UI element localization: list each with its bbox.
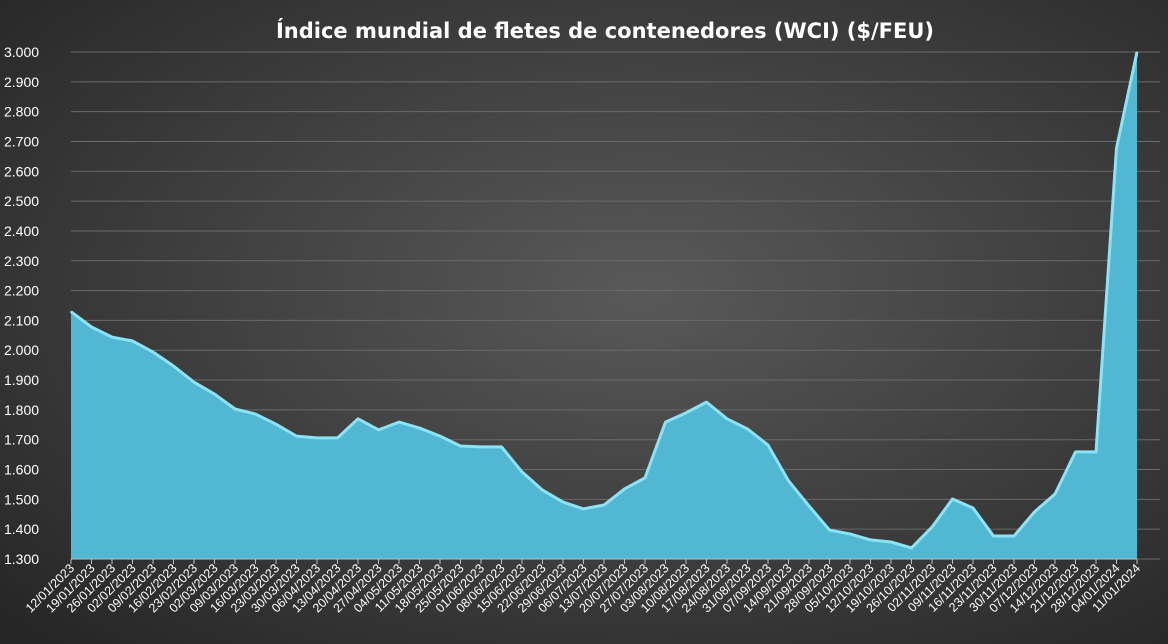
- data-point: [172, 365, 175, 367]
- data-point: [582, 508, 585, 510]
- data-point: [869, 539, 872, 541]
- data-point: [90, 326, 93, 328]
- y-tick-label: 1.500: [4, 491, 39, 507]
- y-tick-label: 2.600: [4, 163, 39, 179]
- data-point: [398, 421, 400, 423]
- data-point: [377, 429, 380, 431]
- data-point: [644, 477, 646, 479]
- data-point: [357, 418, 359, 420]
- y-tick-label: 1.800: [4, 402, 39, 418]
- data-point: [726, 418, 728, 420]
- data-point: [746, 428, 749, 430]
- y-tick-label: 2.100: [4, 312, 39, 328]
- data-point: [808, 505, 810, 507]
- y-tick-label: 2.500: [4, 193, 39, 209]
- data-point: [316, 437, 318, 439]
- y-tick-label: 2.800: [4, 104, 39, 120]
- data-point: [767, 444, 769, 446]
- data-point: [521, 471, 523, 473]
- data-point: [910, 547, 913, 549]
- data-point: [992, 535, 995, 537]
- data-point: [972, 507, 974, 509]
- data-point: [131, 340, 134, 342]
- data-point: [70, 310, 72, 313]
- data-point: [500, 446, 503, 448]
- data-point: [828, 529, 831, 531]
- data-point: [418, 427, 421, 429]
- data-point: [1013, 535, 1015, 537]
- data-point: [1074, 451, 1077, 453]
- data-point: [193, 381, 195, 383]
- data-point: [480, 446, 482, 448]
- data-point: [890, 541, 892, 543]
- data-point: [439, 435, 441, 437]
- data-point: [541, 489, 544, 491]
- y-tick-label: 1.300: [4, 551, 39, 567]
- data-point: [1095, 451, 1097, 453]
- data-point: [562, 501, 564, 503]
- y-tick-label: 3.000: [4, 44, 39, 60]
- area-series: [71, 52, 1137, 559]
- data-point: [685, 412, 687, 414]
- y-tick-label: 2.900: [4, 74, 39, 90]
- data-point: [1033, 511, 1036, 513]
- data-point: [459, 445, 462, 447]
- data-point: [213, 393, 216, 395]
- y-tick-label: 1.600: [4, 462, 39, 478]
- data-point: [234, 408, 236, 410]
- data-point: [152, 351, 154, 353]
- data-point: [336, 437, 339, 439]
- data-point: [849, 533, 851, 535]
- data-point: [275, 423, 277, 425]
- y-tick-label: 1.900: [4, 372, 39, 388]
- data-point: [1115, 147, 1118, 149]
- data-point: [254, 413, 257, 415]
- data-point: [1054, 493, 1056, 495]
- data-point: [1136, 51, 1138, 53]
- y-tick-label: 2.400: [4, 223, 39, 239]
- data-point: [603, 504, 605, 506]
- data-point: [295, 435, 298, 437]
- y-tick-label: 2.000: [4, 342, 39, 358]
- data-point: [951, 498, 954, 500]
- y-tick-label: 2.700: [4, 133, 39, 149]
- data-point: [931, 526, 933, 528]
- data-point: [111, 336, 113, 338]
- y-tick-label: 1.700: [4, 432, 39, 448]
- y-tick-label: 2.200: [4, 283, 39, 299]
- data-point: [664, 421, 667, 423]
- data-point: [623, 488, 626, 490]
- data-point: [787, 480, 790, 482]
- data-point: [705, 401, 708, 403]
- y-tick-label: 2.300: [4, 253, 39, 269]
- y-tick-label: 1.400: [4, 521, 39, 537]
- chart-title: Índice mundial de fletes de contenedores…: [276, 18, 934, 43]
